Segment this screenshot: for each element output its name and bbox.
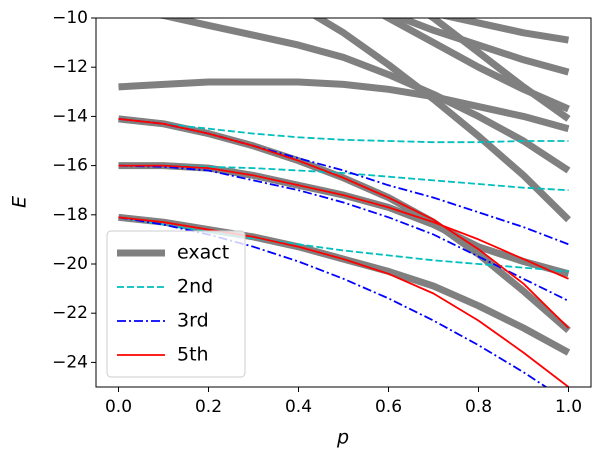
curve bbox=[157, 18, 571, 174]
curve bbox=[118, 118, 570, 329]
legend-label: 2nd bbox=[177, 276, 213, 298]
x-axis-label: p bbox=[336, 427, 349, 449]
y-tick-label: −24 bbox=[52, 352, 88, 372]
plot-area bbox=[118, 18, 571, 387]
x-tick-label: 0.6 bbox=[375, 397, 402, 417]
x-tick-label: 0.0 bbox=[105, 397, 132, 417]
x-tick-label: 0.8 bbox=[465, 397, 492, 417]
y-tick-label: −22 bbox=[52, 303, 88, 323]
curve bbox=[427, 18, 571, 122]
y-tick-label: −16 bbox=[52, 156, 88, 176]
legend-label: exact bbox=[177, 242, 229, 264]
curve bbox=[118, 118, 569, 144]
y-tick-label: −18 bbox=[52, 205, 88, 225]
y-tick-label: −12 bbox=[52, 57, 88, 77]
curve bbox=[439, 18, 570, 44]
curve bbox=[118, 78, 570, 133]
curve bbox=[118, 216, 569, 273]
y-tick-label: −20 bbox=[52, 254, 88, 274]
legend-label: 3rd bbox=[177, 310, 209, 332]
y-axis-label: E bbox=[9, 196, 31, 208]
curve bbox=[118, 164, 569, 302]
y-tick-label: −14 bbox=[52, 106, 88, 126]
curve bbox=[312, 18, 571, 223]
curve bbox=[381, 18, 570, 113]
axes-frame bbox=[95, 17, 592, 388]
legend-frame bbox=[106, 230, 246, 378]
x-tick-label: 1.0 bbox=[555, 397, 582, 417]
x-tick-label: 0.2 bbox=[195, 397, 222, 417]
curve bbox=[118, 164, 569, 280]
legend-label: 5th bbox=[177, 344, 209, 366]
legend: exact 2nd 3rd 5th bbox=[106, 230, 246, 378]
curve bbox=[391, 18, 570, 76]
x-tick-label: 0.4 bbox=[285, 397, 312, 417]
curve bbox=[118, 216, 570, 387]
y-tick-label: −10 bbox=[52, 8, 88, 28]
